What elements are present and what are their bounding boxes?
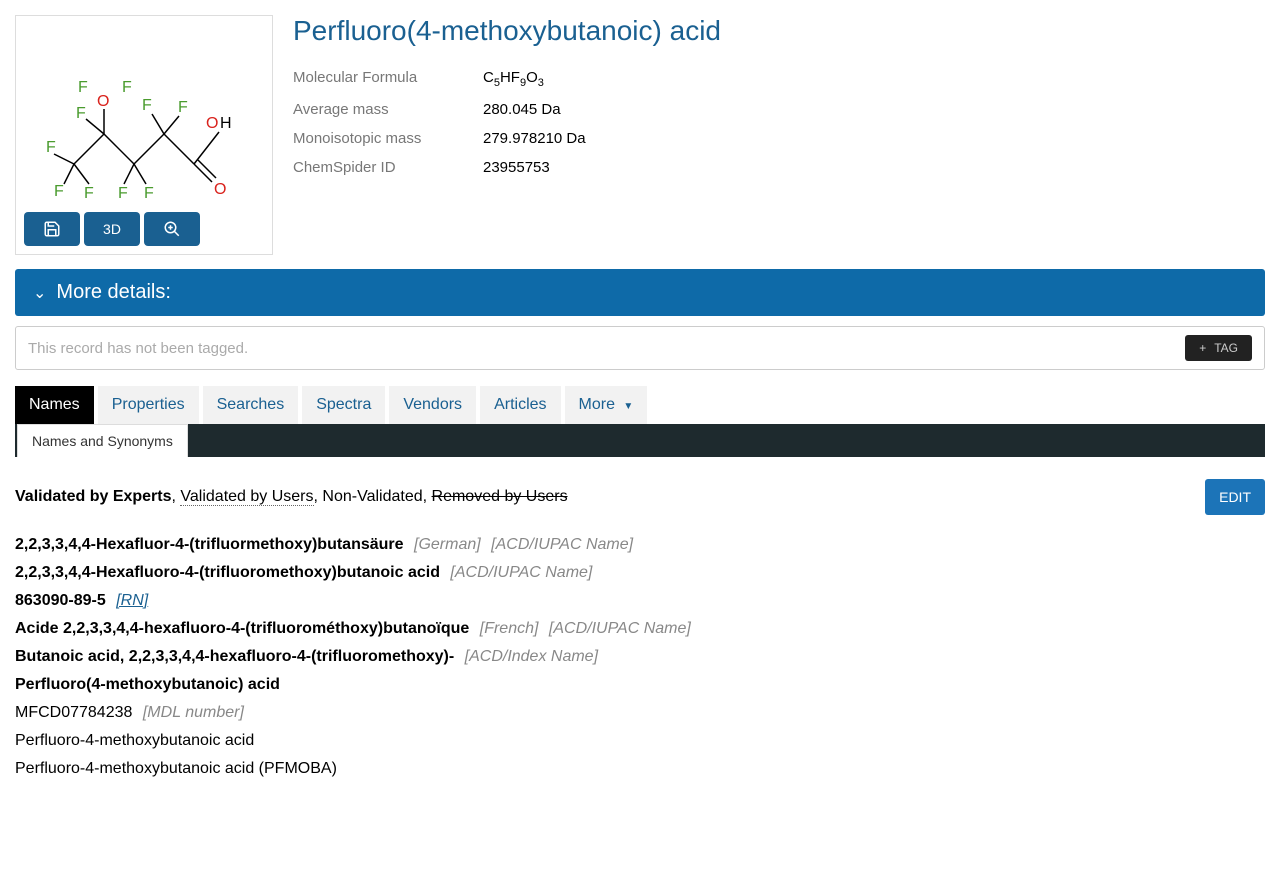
name-text: Perfluoro-4-methoxybutanoic acid (PFMOBA… — [15, 760, 337, 777]
tag-button[interactable]: + TAG — [1185, 335, 1252, 361]
validation-legend: Validated by Experts, Validated by Users… — [15, 488, 1205, 506]
name-annotation: [ACD/IUPAC Name] — [549, 620, 691, 637]
svg-text:O: O — [97, 93, 109, 110]
name-text: Acide 2,2,3,3,4,4-hexafluoro-4-(trifluor… — [15, 620, 469, 637]
tab-spectra[interactable]: Spectra — [302, 386, 385, 424]
name-row: Perfluoro-4-methoxybutanoic acid (PFMOBA… — [15, 755, 1265, 783]
prop-label: Average mass — [293, 95, 483, 124]
name-annotation: [German] — [414, 536, 481, 553]
name-text: MFCD07784238 — [15, 704, 132, 721]
properties-table: Molecular Formula C5HF9O3 Average mass 2… — [293, 63, 586, 182]
zoom-button[interactable] — [144, 212, 200, 246]
prop-label: Molecular Formula — [293, 63, 483, 95]
save-button[interactable] — [24, 212, 80, 246]
name-text: 2,2,3,3,4,4-Hexafluoro-4-(trifluorometho… — [15, 564, 440, 581]
prop-label: Monoisotopic mass — [293, 124, 483, 153]
chevron-down-icon: ⌄ — [33, 283, 46, 303]
tab-properties[interactable]: Properties — [98, 386, 199, 424]
name-text: 2,2,3,3,4,4-Hexafluor-4-(trifluormethoxy… — [15, 536, 404, 553]
prop-value-formula: C5HF9O3 — [483, 63, 586, 95]
name-row: 2,2,3,3,4,4-Hexafluoro-4-(trifluorometho… — [15, 559, 1265, 587]
name-row: 863090-89-5 [RN] — [15, 587, 1265, 615]
prop-label: ChemSpider ID — [293, 153, 483, 182]
zoom-icon — [163, 220, 181, 238]
svg-text:F: F — [118, 185, 128, 202]
more-details-panel[interactable]: ⌄ More details: — [15, 269, 1265, 316]
svg-text:O: O — [214, 181, 226, 198]
tab-vendors[interactable]: Vendors — [389, 386, 476, 424]
tab-searches[interactable]: Searches — [203, 386, 299, 424]
prop-value: 279.978210 Da — [483, 124, 586, 153]
names-list: 2,2,3,3,4,4-Hexafluor-4-(trifluormethoxy… — [15, 531, 1265, 783]
subtab-names-synonyms[interactable]: Names and Synonyms — [17, 424, 188, 457]
3d-button[interactable]: 3D — [84, 212, 140, 246]
structure-image: F F F F F F F F F F O O OH — [24, 24, 264, 204]
name-row: Butanoic acid, 2,2,3,3,4,4-hexafluoro-4-… — [15, 643, 1265, 671]
name-row: 2,2,3,3,4,4-Hexafluor-4-(trifluormethoxy… — [15, 531, 1265, 559]
tag-message: This record has not been tagged. — [28, 340, 1185, 357]
name-annotation: [ACD/Index Name] — [465, 648, 598, 665]
tab-more[interactable]: More ▼ — [565, 386, 648, 424]
name-annotation: [ACD/IUPAC Name] — [450, 564, 592, 581]
svg-text:F: F — [76, 105, 86, 122]
main-tabs: Names Properties Searches Spectra Vendor… — [15, 386, 1265, 424]
tab-articles[interactable]: Articles — [480, 386, 560, 424]
save-icon — [43, 220, 61, 238]
svg-text:O: O — [206, 115, 218, 132]
svg-text:F: F — [178, 99, 188, 116]
svg-text:F: F — [78, 79, 88, 96]
svg-text:F: F — [142, 97, 152, 114]
tab-names[interactable]: Names — [15, 386, 94, 424]
name-annotation-link[interactable]: [RN] — [116, 592, 148, 609]
caret-down-icon: ▼ — [623, 401, 633, 412]
plus-icon: + — [1199, 341, 1206, 355]
svg-text:F: F — [122, 79, 132, 96]
tag-bar: This record has not been tagged. + TAG — [15, 326, 1265, 370]
name-text: 863090-89-5 — [15, 592, 106, 609]
prop-value: 23955753 — [483, 153, 586, 182]
subtab-bar: Names and Synonyms — [15, 424, 1265, 457]
svg-text:F: F — [54, 183, 64, 200]
svg-text:F: F — [84, 185, 94, 202]
name-annotation: [MDL number] — [143, 704, 244, 721]
name-text: Perfluoro-4-methoxybutanoic acid — [15, 732, 254, 749]
name-row: Perfluoro-4-methoxybutanoic acid — [15, 727, 1265, 755]
name-annotation: [ACD/IUPAC Name] — [491, 536, 633, 553]
svg-text:F: F — [46, 139, 56, 156]
name-text: Butanoic acid, 2,2,3,3,4,4-hexafluoro-4-… — [15, 648, 454, 665]
name-row: Perfluoro(4-methoxybutanoic) acid — [15, 671, 1265, 699]
name-annotation: [French] — [480, 620, 539, 637]
svg-text:H: H — [220, 115, 232, 132]
svg-text:F: F — [144, 185, 154, 202]
name-row: MFCD07784238 [MDL number] — [15, 699, 1265, 727]
name-row: Acide 2,2,3,3,4,4-hexafluoro-4-(trifluor… — [15, 615, 1265, 643]
panel-title: More details: — [56, 281, 171, 304]
compound-title: Perfluoro(4-methoxybutanoic) acid — [293, 15, 1265, 47]
edit-button[interactable]: EDIT — [1205, 479, 1265, 515]
structure-panel: F F F F F F F F F F O O OH — [15, 15, 273, 255]
name-text: Perfluoro(4-methoxybutanoic) acid — [15, 676, 280, 693]
prop-value: 280.045 Da — [483, 95, 586, 124]
